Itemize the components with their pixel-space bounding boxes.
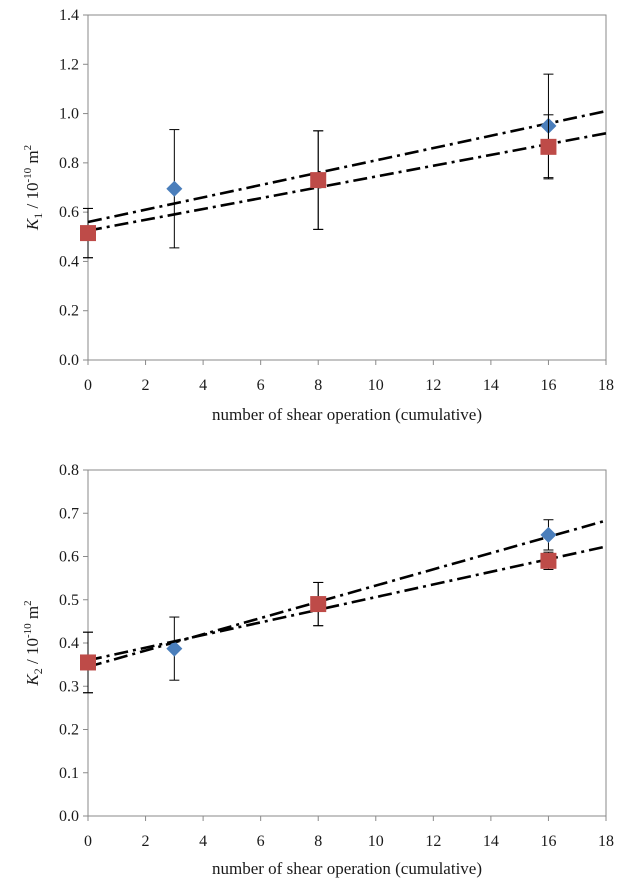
- x-tick-label: 12: [425, 833, 441, 850]
- trendline-series-1: [87, 109, 607, 224]
- y-tick-label: 0.2: [59, 303, 79, 320]
- x-tick-label: 10: [368, 377, 384, 394]
- chart-panel-1: 0.00.20.40.60.81.01.21.40 2 4 6 8 10 12 14 16 18n…: [22, 7, 614, 424]
- y-tick-label: 1.4: [59, 7, 79, 24]
- trendline-series-2: [87, 545, 607, 662]
- y-tick-label: 0.8: [59, 462, 79, 479]
- y-axis-title-sup2: 2: [22, 600, 34, 606]
- x-tick-label: 0: [84, 377, 92, 394]
- x-tick-label: 14: [483, 377, 499, 394]
- y-tick-label: 0.0: [59, 808, 79, 825]
- x-tick-label: 0: [84, 833, 92, 850]
- data-point-square: [310, 596, 327, 613]
- data-point-square: [540, 138, 557, 155]
- y-axis-title-var: K: [23, 217, 42, 231]
- y-tick-label: 0.2: [59, 722, 79, 739]
- x-tick-label: 16: [540, 833, 556, 850]
- trendline-series-2: [87, 132, 607, 232]
- x-tick-label: 18: [598, 833, 614, 850]
- y-tick-label: 0.8: [59, 155, 79, 172]
- y-tick-label: 0.6: [59, 204, 79, 221]
- y-tick-label: 0.0: [59, 352, 79, 369]
- y-tick-label: 0.4: [59, 635, 79, 652]
- y-axis-title: K2 / 10-10 m2: [22, 600, 45, 686]
- y-tick-label: 0.7: [59, 505, 79, 522]
- data-point-square: [80, 225, 96, 242]
- y-tick-label: 1.2: [59, 56, 79, 73]
- y-tick-label: 0.3: [59, 678, 79, 695]
- x-tick-label: 14: [483, 833, 499, 850]
- x-tick-label: 18: [598, 377, 614, 394]
- x-axis-title: number of shear operation (cumulative): [212, 859, 482, 878]
- x-tick-label: 2: [142, 377, 150, 394]
- y-axis-title-mid: / 10: [23, 638, 42, 668]
- data-point-square: [310, 172, 327, 189]
- x-tick-label: 6: [257, 833, 265, 850]
- y-tick-label: 0.5: [59, 592, 79, 609]
- data-point-diamond: [166, 640, 183, 657]
- x-tick-label: 10: [368, 833, 384, 850]
- plot-area-border: [87, 469, 607, 817]
- data-point-diamond: [166, 180, 183, 197]
- y-axis-title-tail: m: [23, 606, 42, 623]
- data-point-diamond: [540, 526, 557, 543]
- y-tick-label: 0.6: [59, 549, 79, 566]
- y-tick-label: 0.1: [59, 765, 79, 782]
- y-axis-title-sup: -10: [22, 623, 34, 638]
- x-tick-label: 6: [257, 377, 265, 394]
- x-tick-label: 8: [314, 377, 322, 394]
- y-tick-label: 0.4: [59, 253, 79, 270]
- y-axis-title-sup2: 2: [22, 145, 34, 151]
- x-tick-label: 2: [142, 833, 150, 850]
- plot-area-border: [87, 14, 607, 361]
- x-tick-label: 8: [314, 833, 322, 850]
- y-axis-title: K1 / 10-10 m2: [22, 145, 45, 231]
- y-axis-title-sup: -10: [22, 167, 34, 182]
- x-tick-label: 4: [199, 377, 207, 394]
- y-axis-title-var: K: [23, 673, 42, 687]
- data-point-square: [540, 552, 557, 569]
- x-tick-label: 12: [425, 377, 441, 394]
- trendline-series-1: [87, 519, 607, 669]
- x-tick-label: 4: [199, 833, 207, 850]
- data-point-square: [80, 654, 96, 671]
- y-axis-title-sub: 1: [31, 213, 45, 219]
- y-axis-title-tail: m: [23, 150, 42, 167]
- chart-panel-2: 0.0 0.1 0.2 0.3 0.4 0.5 0.6 0.7 0.8 0 2 4 6 8 10 12 14 16…: [22, 462, 614, 878]
- y-tick-label: 1.0: [59, 106, 79, 123]
- x-axis-title: number of shear operation (cumulative): [212, 405, 482, 424]
- y-axis-title-mid: / 10: [23, 183, 42, 213]
- y-axis-title-sub: 2: [31, 668, 45, 674]
- x-tick-label: 16: [540, 377, 556, 394]
